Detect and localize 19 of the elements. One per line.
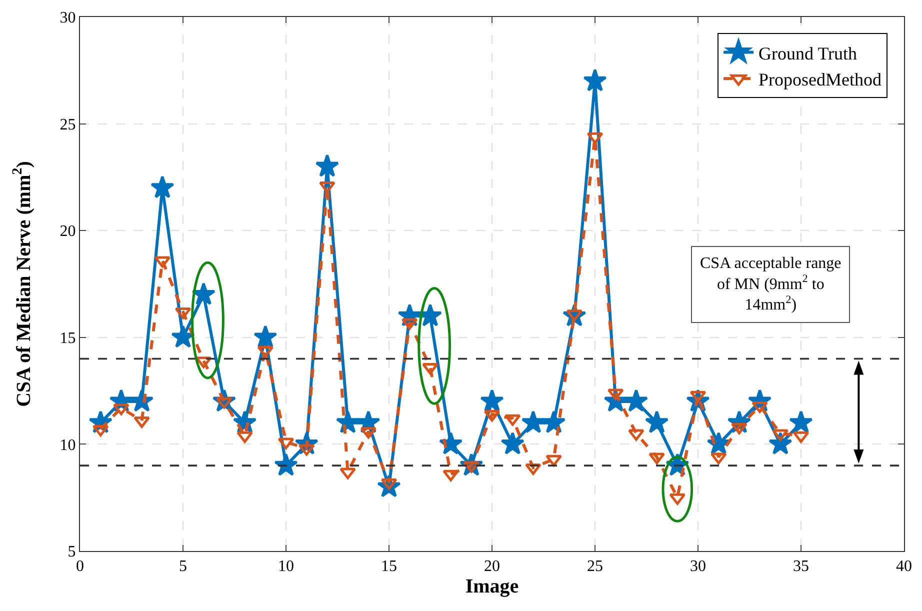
y-tick-label: 20: [60, 223, 76, 240]
y-tick-label: 30: [60, 10, 76, 27]
y-tick-label: 25: [60, 116, 76, 134]
x-tick-label: 20: [484, 558, 500, 576]
x-tick-label: 40: [896, 558, 912, 576]
x-tick-label: 0: [76, 558, 84, 576]
legend-label: Ground Truth: [758, 43, 858, 64]
x-tick-label: 15: [381, 558, 397, 576]
text: CSA acceptable range of MN (9mm$^{2}$ to 14mm$^{2}$): [700, 255, 842, 314]
x-tick-label: 25: [587, 558, 603, 576]
x-tick-label: 5: [179, 558, 187, 576]
x-tick-label: 10: [278, 558, 294, 576]
x-tick-label: 30: [690, 558, 706, 576]
x-tick-label: 35: [793, 558, 809, 576]
y-tick-label: 15: [60, 330, 76, 347]
x-axis-title: Image: [465, 576, 519, 598]
legend-label: ProposedMethod: [758, 70, 882, 90]
y-tick-label: 5: [68, 544, 76, 561]
y-tick-label: 10: [60, 436, 76, 454]
